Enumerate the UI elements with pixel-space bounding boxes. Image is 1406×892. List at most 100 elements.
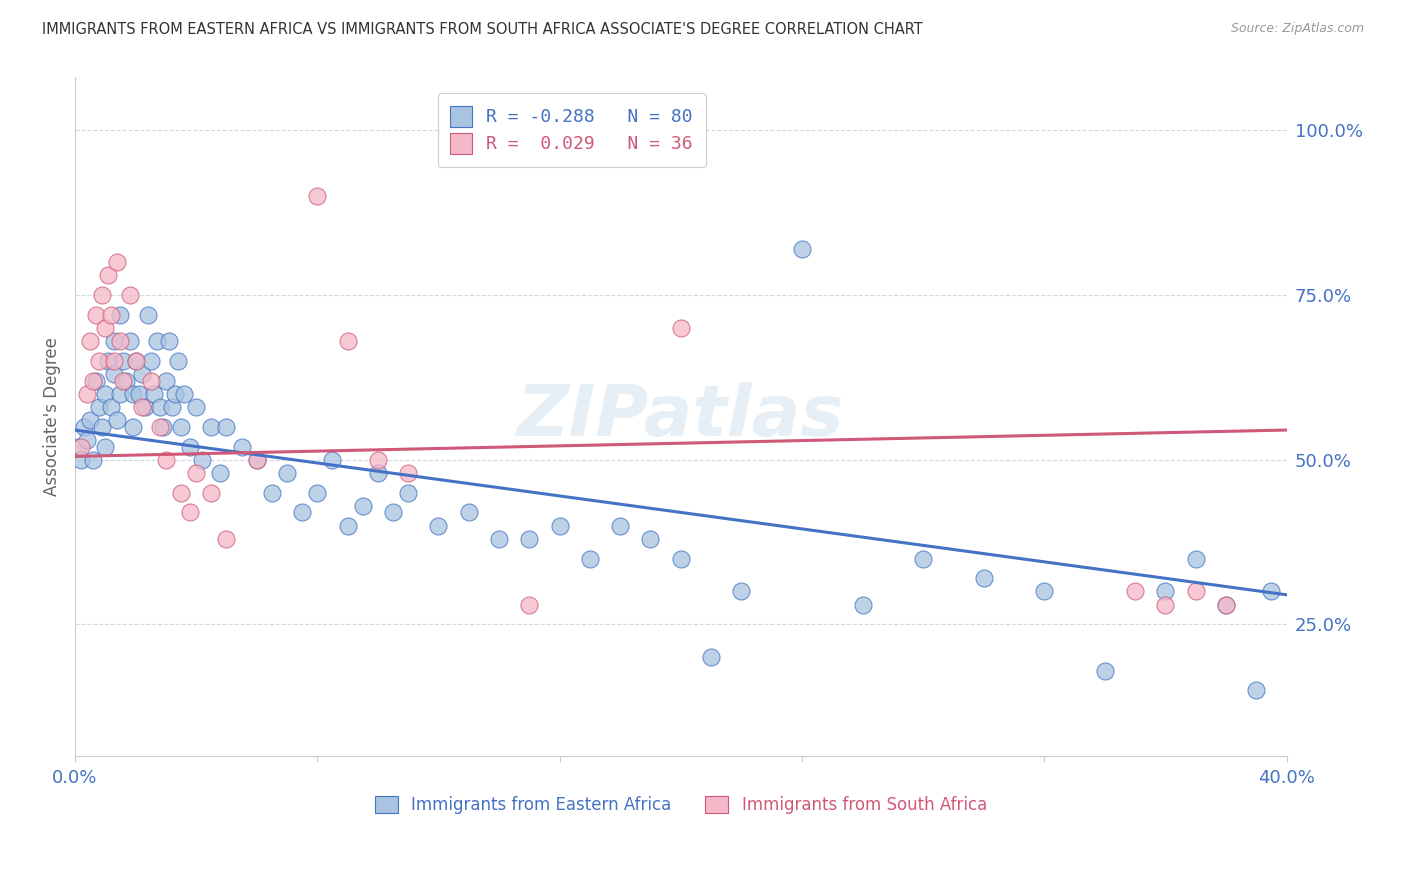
Point: [179, 440, 201, 454]
Point: [276, 466, 298, 480]
Point: [1244, 683, 1267, 698]
Point: [110, 386, 132, 401]
Point: [89, 400, 111, 414]
Point: [136, 308, 159, 322]
Point: [139, 374, 162, 388]
Point: [1215, 598, 1237, 612]
Point: [669, 321, 692, 335]
Point: [89, 354, 111, 368]
Point: [103, 367, 125, 381]
Point: [396, 466, 419, 480]
Point: [173, 386, 195, 401]
Point: [155, 374, 177, 388]
Point: [246, 452, 269, 467]
Point: [121, 386, 143, 401]
Point: [1260, 584, 1282, 599]
Point: [79, 334, 101, 348]
Point: [170, 419, 193, 434]
Point: [215, 419, 238, 434]
Point: [321, 452, 343, 467]
Point: [1154, 584, 1177, 599]
Point: [149, 400, 172, 414]
Point: [246, 452, 269, 467]
Point: [124, 354, 146, 368]
Point: [167, 354, 190, 368]
Text: IMMIGRANTS FROM EASTERN AFRICA VS IMMIGRANTS FROM SOUTH AFRICA ASSOCIATE'S DEGRE: IMMIGRANTS FROM EASTERN AFRICA VS IMMIGR…: [42, 22, 922, 37]
Point: [112, 374, 135, 388]
Point: [215, 532, 238, 546]
Point: [94, 440, 117, 454]
Point: [100, 308, 122, 322]
Point: [73, 419, 96, 434]
Point: [231, 440, 253, 454]
Point: [84, 308, 107, 322]
Point: [191, 452, 214, 467]
Point: [336, 518, 359, 533]
Point: [115, 374, 138, 388]
Y-axis label: Associate's Degree: Associate's Degree: [44, 337, 60, 496]
Point: [131, 400, 153, 414]
Point: [382, 505, 405, 519]
Point: [160, 400, 183, 414]
Point: [200, 419, 222, 434]
Point: [209, 466, 232, 480]
Point: [124, 354, 146, 368]
Point: [457, 505, 479, 519]
Point: [121, 419, 143, 434]
Point: [170, 485, 193, 500]
Point: [82, 374, 104, 388]
Point: [107, 255, 129, 269]
Point: [1215, 598, 1237, 612]
Point: [427, 518, 450, 533]
Point: [609, 518, 631, 533]
Point: [152, 419, 174, 434]
Point: [103, 354, 125, 368]
Point: [1184, 584, 1206, 599]
Point: [146, 334, 169, 348]
Point: [396, 485, 419, 500]
Point: [851, 598, 873, 612]
Point: [84, 374, 107, 388]
Point: [79, 413, 101, 427]
Point: [179, 505, 201, 519]
Point: [307, 485, 329, 500]
Point: [107, 413, 129, 427]
Point: [367, 452, 389, 467]
Point: [134, 400, 156, 414]
Point: [142, 386, 165, 401]
Point: [352, 499, 374, 513]
Point: [700, 650, 723, 665]
Point: [67, 440, 90, 454]
Point: [1123, 584, 1146, 599]
Point: [1154, 598, 1177, 612]
Point: [517, 598, 540, 612]
Point: [112, 354, 135, 368]
Point: [640, 532, 662, 546]
Point: [131, 367, 153, 381]
Point: [1033, 584, 1056, 599]
Point: [548, 518, 571, 533]
Point: [517, 532, 540, 546]
Point: [82, 452, 104, 467]
Point: [730, 584, 752, 599]
Text: Source: ZipAtlas.com: Source: ZipAtlas.com: [1230, 22, 1364, 36]
Point: [186, 400, 208, 414]
Point: [128, 386, 150, 401]
Point: [200, 485, 222, 500]
Point: [94, 321, 117, 335]
Point: [1184, 551, 1206, 566]
Point: [76, 433, 98, 447]
Point: [157, 334, 180, 348]
Point: [488, 532, 510, 546]
Text: ZIPatlas: ZIPatlas: [517, 383, 845, 451]
Point: [94, 386, 117, 401]
Point: [163, 386, 186, 401]
Point: [139, 354, 162, 368]
Point: [291, 505, 314, 519]
Point: [579, 551, 602, 566]
Point: [1094, 664, 1116, 678]
Point: [912, 551, 935, 566]
Point: [669, 551, 692, 566]
Point: [367, 466, 389, 480]
Point: [91, 419, 114, 434]
